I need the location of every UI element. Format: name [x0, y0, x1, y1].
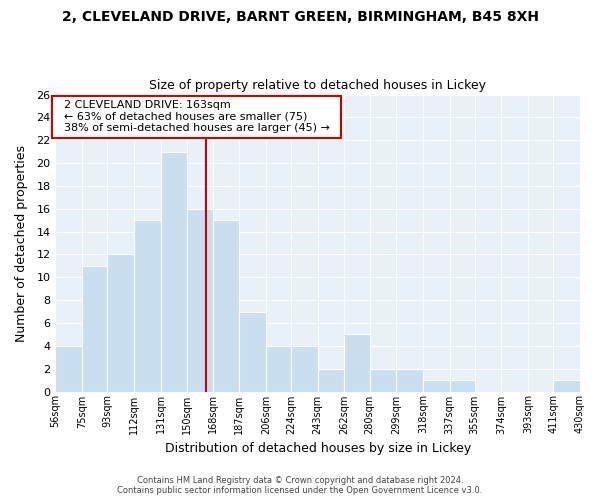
Bar	[161, 152, 187, 392]
Bar	[107, 254, 134, 392]
Bar	[239, 312, 266, 392]
Bar	[423, 380, 449, 392]
Bar	[318, 368, 344, 392]
X-axis label: Distribution of detached houses by size in Lickey: Distribution of detached houses by size …	[164, 442, 471, 455]
Bar	[291, 346, 318, 392]
Bar	[553, 380, 580, 392]
Bar	[370, 368, 396, 392]
Bar	[449, 380, 475, 392]
Bar	[134, 220, 161, 392]
Bar	[187, 209, 212, 392]
Title: Size of property relative to detached houses in Lickey: Size of property relative to detached ho…	[149, 79, 486, 92]
Bar	[82, 266, 107, 392]
Bar	[55, 346, 82, 392]
Bar	[396, 368, 423, 392]
Text: 2, CLEVELAND DRIVE, BARNT GREEN, BIRMINGHAM, B45 8XH: 2, CLEVELAND DRIVE, BARNT GREEN, BIRMING…	[62, 10, 539, 24]
Bar	[344, 334, 370, 392]
Text: 2 CLEVELAND DRIVE: 163sqm
  ← 63% of detached houses are smaller (75)
  38% of s: 2 CLEVELAND DRIVE: 163sqm ← 63% of detac…	[57, 100, 337, 134]
Bar	[212, 220, 239, 392]
Y-axis label: Number of detached properties: Number of detached properties	[15, 144, 28, 342]
Text: Contains HM Land Registry data © Crown copyright and database right 2024.
Contai: Contains HM Land Registry data © Crown c…	[118, 476, 482, 495]
Bar	[266, 346, 291, 392]
